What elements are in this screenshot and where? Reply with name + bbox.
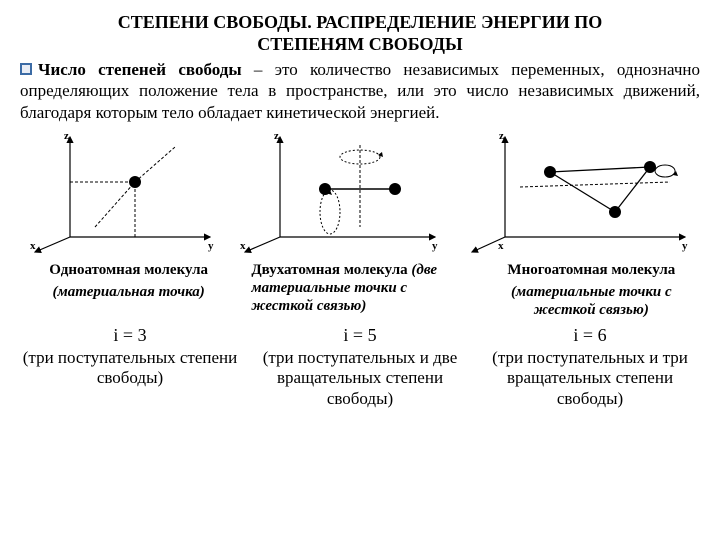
desc-3: (три поступательных и три вращательных с…: [480, 348, 700, 409]
definition-lead: Число степеней свободы: [38, 60, 242, 79]
caption-3: Многоатомная молекула (материальные точк…: [483, 257, 700, 321]
x-label: x: [30, 240, 36, 252]
cap1-main: Одноатомная молекула: [49, 262, 208, 278]
i-3: i = 6: [480, 321, 700, 348]
polyatomic-svg: z y x: [460, 127, 700, 257]
diagrams-row: z y x z y x: [20, 127, 700, 257]
desc1-text: (три поступательных степени свободы): [20, 348, 240, 389]
diagram-diatomic: z y x: [230, 127, 450, 257]
caption-2: Двухатомная молекула (две материальные т…: [247, 257, 472, 321]
definition-text: Число степеней свободы – это количество …: [20, 59, 700, 123]
i-2: i = 5: [250, 321, 470, 348]
monatomic-svg: z y x: [20, 127, 220, 257]
y-label: y: [208, 240, 214, 252]
desc-2: (три поступательных и две вращательных с…: [250, 348, 470, 409]
i1-val: i = 3: [20, 325, 240, 346]
i-values-row: i = 3 i = 5 i = 6: [20, 321, 700, 348]
slide-title: СТЕПЕНИ СВОБОДЫ. РАСПРЕДЕЛЕНИЕ ЭНЕРГИИ П…: [20, 12, 700, 55]
desc2-text: (три поступательных и две вращательных с…: [250, 348, 470, 409]
i-1: i = 3: [20, 321, 240, 348]
svg-text:y: y: [682, 240, 688, 252]
svg-text:y: y: [432, 240, 438, 252]
svg-text:z: z: [499, 130, 504, 142]
i2-val: i = 5: [250, 325, 470, 346]
cap3-sub: (материальные точки с жесткой связью): [511, 284, 672, 318]
cap3-main: Многоатомная молекула: [507, 262, 675, 278]
diagram-polyatomic: z y x: [460, 127, 700, 257]
cap2-main: Двухатомная молекула: [251, 262, 407, 278]
z-label: z: [64, 130, 69, 142]
diagram-monatomic: z y x: [20, 127, 220, 257]
desc3-text: (три поступательных и три вращательных с…: [480, 348, 700, 409]
cap1-sub: (материальная точка): [53, 284, 205, 300]
svg-text:x: x: [498, 240, 504, 252]
title-line-2: СТЕПЕНЯМ СВОБОДЫ: [257, 34, 462, 54]
i3-val: i = 6: [480, 325, 700, 346]
title-line-1: СТЕПЕНИ СВОБОДЫ. РАСПРЕДЕЛЕНИЕ ЭНЕРГИИ П…: [118, 12, 603, 32]
desc-row: (три поступательных степени свободы) (тр…: [20, 348, 700, 409]
svg-text:x: x: [240, 240, 246, 252]
desc-1: (три поступательных степени свободы): [20, 348, 240, 409]
caption-1: Одноатомная молекула (материальная точка…: [20, 257, 237, 321]
bullet-icon: [20, 63, 32, 75]
diatomic-svg: z y x: [230, 127, 450, 257]
captions-row: Одноатомная молекула (материальная точка…: [20, 257, 700, 321]
svg-text:z: z: [274, 130, 279, 142]
